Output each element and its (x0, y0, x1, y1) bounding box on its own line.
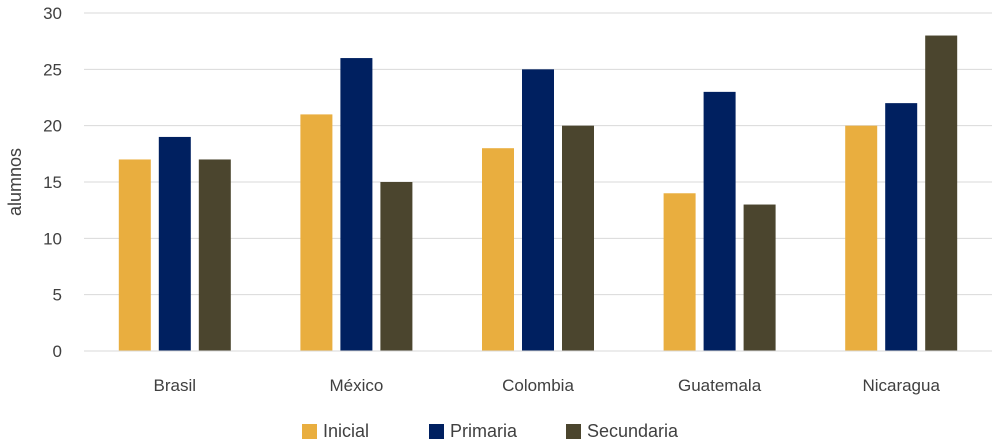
x-tick-label: Brasil (154, 376, 197, 395)
y-tick-label: 20 (43, 117, 62, 136)
bar-primaria-nicaragua (885, 103, 918, 351)
y-axis-title: alumnos (5, 148, 25, 216)
legend-label-inicial: Inicial (323, 421, 369, 441)
y-tick-label: 0 (53, 342, 62, 361)
legend-swatch-inicial (302, 424, 317, 439)
x-axis-ticks: Brasil México Colombia Guatemala Nicaragua (154, 376, 941, 395)
legend-label-primaria: Primaria (450, 421, 518, 441)
y-tick-label: 30 (43, 4, 62, 23)
bar-primaria-méxico (340, 58, 373, 352)
legend-swatch-secundaria (566, 424, 581, 439)
bar-inicial-guatemala (663, 193, 696, 351)
bar-secundaria-colombia (562, 125, 594, 352)
x-tick-label: Colombia (502, 376, 574, 395)
y-axis-ticks: 0 5 10 15 20 25 30 (43, 4, 62, 361)
bar-secundaria-guatemala (743, 204, 776, 351)
bar-primaria-guatemala (703, 91, 736, 351)
x-tick-label: Nicaragua (862, 376, 940, 395)
x-tick-label: México (329, 376, 383, 395)
bar-inicial-méxico (300, 114, 333, 352)
bar-inicial-brasil (118, 159, 151, 351)
legend-label-secundaria: Secundaria (587, 421, 679, 441)
y-tick-label: 25 (43, 60, 62, 79)
bar-secundaria-brasil (198, 159, 231, 351)
bar-primaria-colombia (522, 69, 554, 351)
bar-inicial-colombia (482, 148, 514, 351)
legend-swatch-primaria (429, 424, 444, 439)
y-tick-label: 15 (43, 173, 62, 192)
x-tick-label: Guatemala (678, 376, 762, 395)
bar-secundaria-nicaragua (925, 35, 958, 352)
legend: Inicial Primaria Secundaria (302, 421, 679, 441)
bar-inicial-nicaragua (845, 125, 878, 352)
y-tick-label: 5 (53, 286, 62, 305)
bars (118, 35, 958, 352)
bar-secundaria-méxico (380, 182, 413, 351)
y-tick-label: 10 (43, 229, 62, 248)
bar-primaria-brasil (158, 136, 191, 351)
